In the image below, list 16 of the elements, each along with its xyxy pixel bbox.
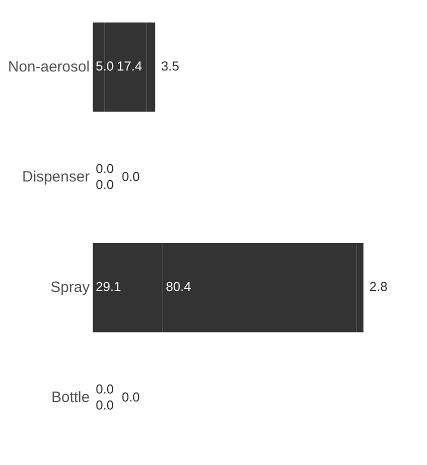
y-tick-label: Spray xyxy=(50,278,90,296)
data-label: 0.0 xyxy=(96,397,114,412)
data-label: 0.0 xyxy=(122,168,140,184)
data-label: 80.4 xyxy=(166,279,192,294)
data-label: 0.0 xyxy=(96,381,114,396)
data-label: 29.1 xyxy=(96,279,122,294)
data-label: 3.5 xyxy=(161,58,180,74)
y-tick-label: Dispenser xyxy=(22,168,90,186)
data-label: 17.4 xyxy=(116,58,142,74)
data-label: 2.8 xyxy=(369,279,388,294)
data-label: 0.0 xyxy=(122,389,140,404)
data-label: 0.0 xyxy=(96,160,114,176)
data-label: 5.0 xyxy=(96,58,114,74)
y-tick-label: Non-aerosol xyxy=(8,58,90,76)
data-label: 0.0 xyxy=(96,176,114,192)
y-tick-label: Bottle xyxy=(51,389,90,406)
